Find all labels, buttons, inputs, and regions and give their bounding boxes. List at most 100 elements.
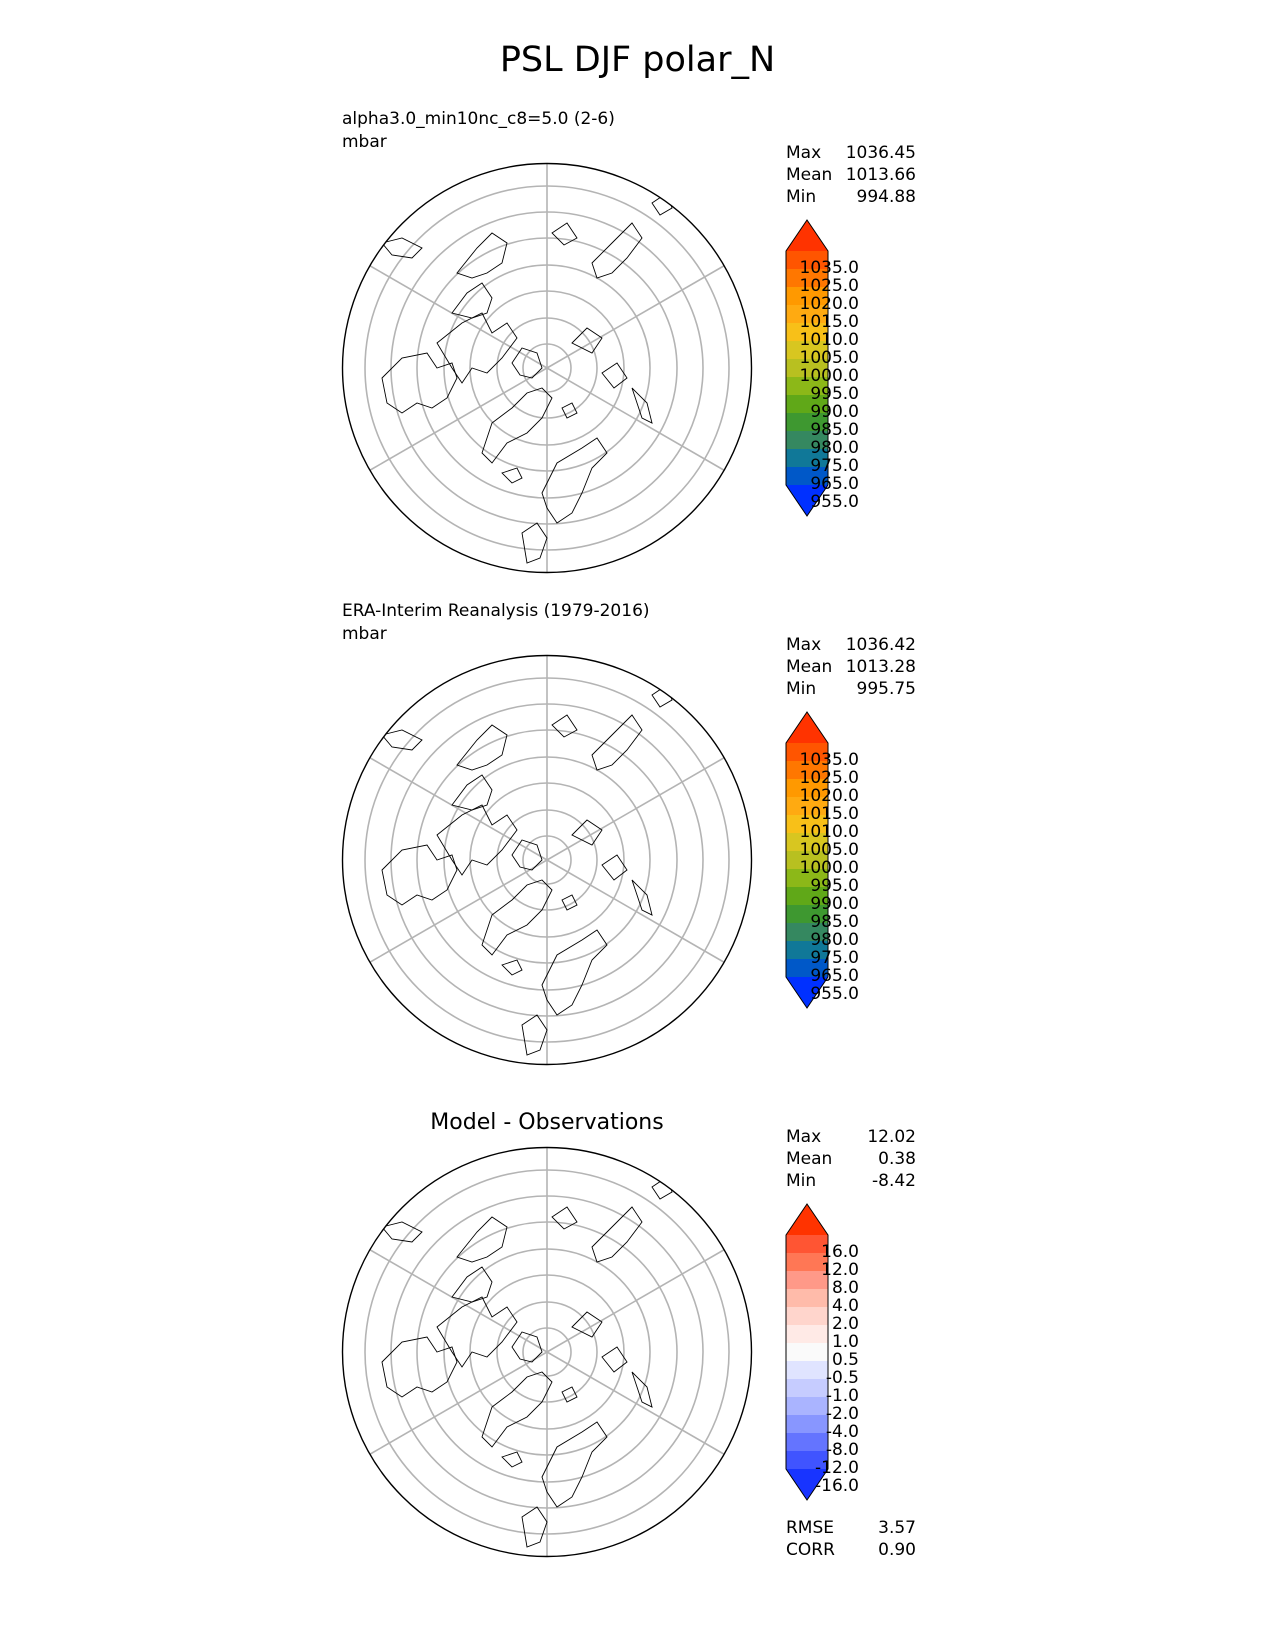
coastline <box>381 352 458 414</box>
colorbar-segment <box>786 1379 828 1398</box>
stat-max-value: 1036.42 <box>845 635 916 655</box>
coastline <box>521 1014 548 1056</box>
metric-rmse-row: RMSE 3.57 <box>786 1517 916 1539</box>
stat-min-label: Min <box>786 1171 817 1191</box>
figure-title: PSL DJF polar_N <box>499 40 776 80</box>
colorbar-segment <box>786 413 828 432</box>
coastline <box>451 1266 493 1303</box>
coastline <box>381 1221 423 1243</box>
colorbar-extend-top <box>786 712 828 743</box>
polar-map-model <box>341 162 753 574</box>
stat-mean-label: Mean <box>786 657 833 677</box>
colorbar-tick-label: 1.0 <box>831 1332 859 1352</box>
coastline <box>571 1311 603 1338</box>
colorbar-segment <box>786 467 828 486</box>
colorbar-segment <box>786 761 828 780</box>
colorbar-segment <box>786 287 828 306</box>
coastline <box>601 1346 628 1373</box>
stat-max-row: Max 1036.42 <box>786 634 916 656</box>
coastline <box>561 894 578 911</box>
coastline <box>381 729 423 751</box>
polar-map-difference <box>341 1146 753 1558</box>
colorbar-segment <box>786 815 828 834</box>
colorbar-segment <box>786 1415 828 1434</box>
colorbar-segment <box>786 743 828 762</box>
map-boundary <box>341 162 753 574</box>
stat-min-row: Min -8.42 <box>786 1170 916 1192</box>
stat-min-row: Min 994.88 <box>786 186 916 208</box>
colorbar-segment <box>786 923 828 942</box>
colorbar-extend-bottom <box>786 977 828 1008</box>
colorbar-tick-label: 1000.0 <box>799 366 859 386</box>
colorbar-tick-label: 995.0 <box>810 384 859 404</box>
colorbar-segment <box>786 305 828 324</box>
coastline <box>436 804 518 876</box>
meridian-line <box>546 756 725 861</box>
stat-max-value: 12.02 <box>867 1127 916 1147</box>
colorbar-tick-label: 985.0 <box>810 912 859 932</box>
stat-min-row: Min 995.75 <box>786 678 916 700</box>
coastline <box>551 714 578 738</box>
coastline <box>511 1331 543 1363</box>
colorbar-tick-label: 1005.0 <box>799 348 859 368</box>
meridian-line <box>369 264 548 369</box>
coastline <box>541 437 608 524</box>
colorbar-segment <box>786 1253 828 1272</box>
colorbar-segment <box>786 851 828 870</box>
colorbar-tick-label: -16.0 <box>815 1476 859 1496</box>
panel-1-units: mbar <box>342 132 387 152</box>
colorbar-segment <box>786 1307 828 1326</box>
stat-mean-label: Mean <box>786 165 833 185</box>
colorbar-difference <box>785 1203 829 1501</box>
colorbar-tick-label: 1020.0 <box>799 786 859 806</box>
panel-3-stats: Max 12.02 Mean 0.38 Min -8.42 <box>786 1126 916 1192</box>
colorbar-tick-label: 1010.0 <box>799 822 859 842</box>
colorbar-tick-label: 4.0 <box>831 1296 859 1316</box>
colorbar-tick-label: -0.5 <box>825 1368 859 1388</box>
panel-2-units: mbar <box>342 624 387 644</box>
coastline <box>591 222 643 279</box>
meridian-line <box>546 264 725 369</box>
metric-rmse-value: 3.57 <box>878 1518 916 1538</box>
colorbar-segment <box>786 1397 828 1416</box>
panel-2-stats: Max 1036.42 Mean 1013.28 Min 995.75 <box>786 634 916 700</box>
coastline <box>541 929 608 1016</box>
coastline <box>561 402 578 419</box>
colorbar-tick-label: 0.5 <box>831 1350 859 1370</box>
colorbar-segment <box>786 797 828 816</box>
coastline <box>571 327 603 354</box>
stat-mean-row: Mean 1013.66 <box>786 164 916 186</box>
meridian-line <box>546 1248 725 1353</box>
stat-mean-row: Mean 1013.28 <box>786 656 916 678</box>
coastline <box>601 362 628 389</box>
colorbar-model <box>785 219 829 517</box>
meridian-line <box>369 756 548 861</box>
colorbar-tick-label: 1020.0 <box>799 294 859 314</box>
stat-mean-value: 1013.66 <box>845 165 916 185</box>
colorbar-tick-label: 12.0 <box>821 1260 859 1280</box>
coastline <box>631 879 653 916</box>
coastline <box>456 232 508 279</box>
colorbar-tick-label: 980.0 <box>810 438 859 458</box>
colorbar-segment <box>786 959 828 978</box>
metric-corr-label: CORR <box>786 1540 835 1560</box>
colorbar-tick-label: -1.0 <box>825 1386 859 1406</box>
meridian-line <box>546 1351 725 1456</box>
map-features <box>364 163 730 573</box>
map-features <box>364 1147 730 1557</box>
panel-2-title: ERA-Interim Reanalysis (1979-2016) <box>342 601 650 621</box>
colorbar-tick-label: 1005.0 <box>799 840 859 860</box>
map-boundary <box>341 1146 753 1558</box>
stat-mean-value: 1013.28 <box>845 657 916 677</box>
colorbar-segment <box>786 323 828 342</box>
coastline <box>631 1371 653 1408</box>
colorbar-tick-label: 16.0 <box>821 1242 859 1262</box>
stat-mean-label: Mean <box>786 1149 833 1169</box>
colorbar-tick-label: 1035.0 <box>799 258 859 278</box>
colorbar-segment <box>786 1451 828 1470</box>
coastline <box>591 714 643 771</box>
colorbar-tick-label: 1025.0 <box>799 768 859 788</box>
stat-min-value: 994.88 <box>856 187 916 207</box>
coastline <box>436 1296 518 1368</box>
colorbar-extend-top <box>786 220 828 251</box>
